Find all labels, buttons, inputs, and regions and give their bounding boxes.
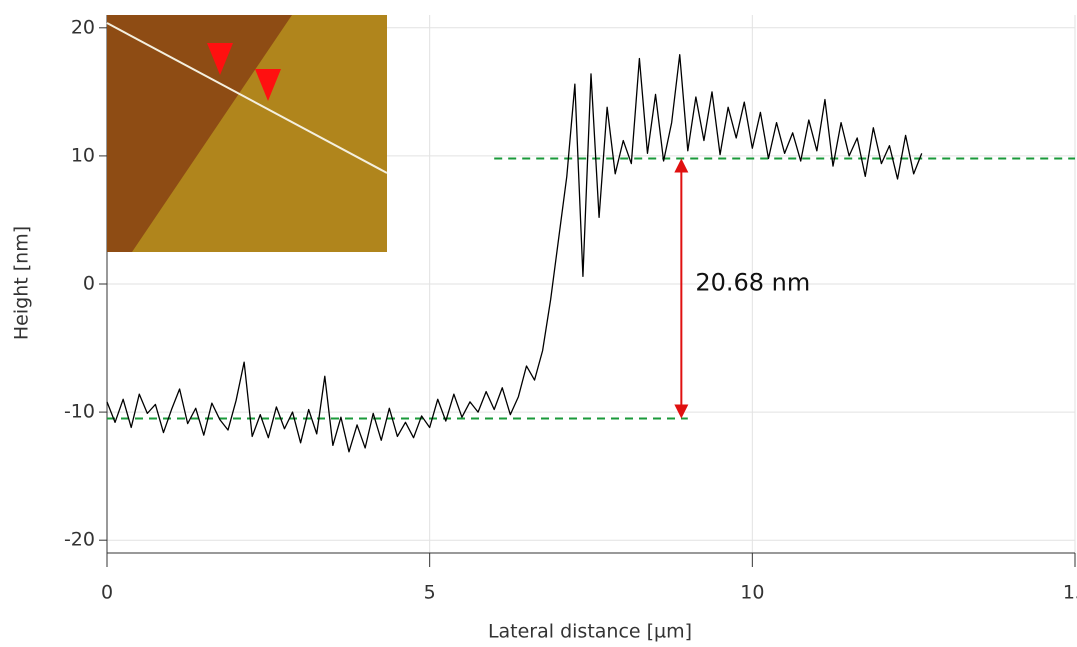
x-tick-label: 5 xyxy=(424,582,436,604)
y-tick-label: 20 xyxy=(71,16,95,38)
arrow-head xyxy=(674,405,688,419)
y-axis-label: Height [nm] xyxy=(11,226,33,340)
x-axis-label: Lateral distance [µm] xyxy=(488,621,692,643)
y-tick-label: -20 xyxy=(64,529,95,551)
x-tick-label: 0 xyxy=(101,582,113,604)
arrow-head xyxy=(674,158,688,172)
annotation-label: 20.68 nm xyxy=(695,268,810,296)
x-tick-label: 15 xyxy=(1063,582,1077,604)
chart: Lateral distance [µm] Height [nm] -20 -10… xyxy=(0,0,1077,647)
y-tick-label: 10 xyxy=(71,144,95,166)
y-tick-label: 0 xyxy=(83,273,95,295)
y-tick-label: -10 xyxy=(64,401,95,423)
x-tick-label: 10 xyxy=(740,582,764,604)
inset-image xyxy=(107,15,387,252)
